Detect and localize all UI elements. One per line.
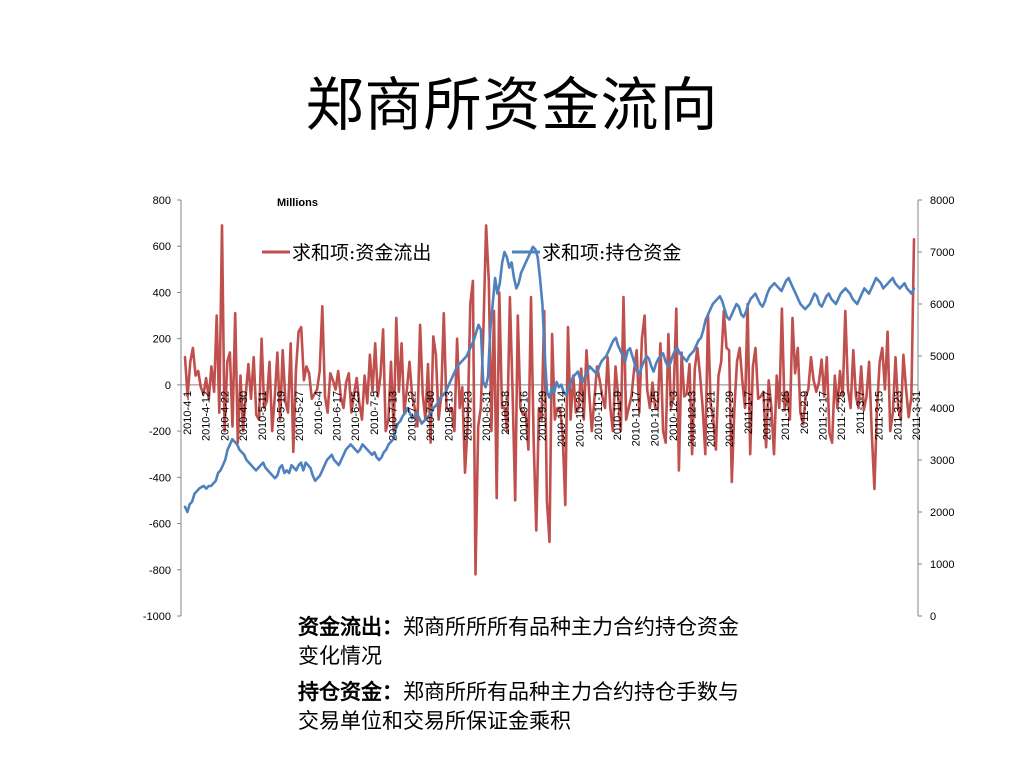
left-axis-tick-label: 0 bbox=[165, 380, 171, 392]
left-axis-tick-label: -800 bbox=[149, 565, 171, 577]
note-fund-outflow: 资金流出：郑商所所所有品种主力合约持仓资金变化情况 bbox=[298, 612, 758, 671]
note-term: 持仓资金： bbox=[298, 679, 403, 704]
x-tick-label: 2010-4-12 bbox=[201, 391, 213, 441]
right-axis-tick-label: 1000 bbox=[930, 559, 954, 571]
x-tick-label: 2010-12-13 bbox=[687, 391, 699, 447]
series-layer bbox=[183, 224, 916, 576]
axes-layer: -1000-800-600-400-2000200400600800010002… bbox=[143, 195, 955, 623]
x-tick-label: 2010-6-4 bbox=[313, 391, 325, 435]
x-tick-label: 2010-8-13 bbox=[444, 391, 456, 441]
note-text: 郑商所所所有品种主力合约持仓资金变化情况 bbox=[298, 615, 739, 668]
x-tick-label: 2011-2-17 bbox=[818, 391, 830, 440]
x-tick-label: 2010-10-22 bbox=[575, 391, 587, 447]
right-axis-tick-label: 7000 bbox=[930, 247, 954, 259]
series-line-position-funds bbox=[183, 245, 916, 514]
x-tick-label: 2011-2-9 bbox=[799, 391, 811, 434]
x-tick-label: 2010-9-8 bbox=[500, 391, 512, 435]
x-tick-label: 2010-4-1 bbox=[182, 391, 194, 435]
legend-label-fund-outflow: 求和项:资金流出 bbox=[292, 242, 431, 264]
right-axis-tick-label: 4000 bbox=[930, 403, 954, 415]
legend: 求和项:资金流出 求和项:持仓资金 bbox=[262, 242, 681, 264]
right-axis-tick-label: 0 bbox=[930, 611, 936, 623]
notes-block: 资金流出：郑商所所所有品种主力合约持仓资金变化情况 持仓资金：郑商所所有品种主力… bbox=[298, 612, 758, 742]
right-axis-tick-label: 8000 bbox=[930, 195, 954, 207]
x-tick-label: 2010-6-17 bbox=[332, 391, 344, 441]
x-tick-label: 2010-9-29 bbox=[537, 391, 549, 441]
x-tick-label: 2011-1-7 bbox=[743, 391, 755, 434]
x-tick-label: 2010-4-22 bbox=[219, 391, 231, 441]
x-tick-label: 2010-8-23 bbox=[462, 391, 474, 441]
x-tick-label: 2010-9-16 bbox=[519, 391, 531, 441]
x-tick-label: 2010-6-25 bbox=[350, 391, 362, 441]
x-tick-label: 2010-8-31 bbox=[481, 391, 493, 441]
x-tick-label: 2010-7-5 bbox=[369, 391, 381, 435]
unit-label: Millions bbox=[277, 197, 318, 209]
left-axis-tick-label: -600 bbox=[149, 519, 171, 531]
x-tick-label: 2010-11-17 bbox=[631, 391, 643, 446]
left-axis-tick-label: 600 bbox=[153, 241, 171, 253]
x-tick-label: 2010-7-13 bbox=[388, 391, 400, 441]
x-tick-label: 2011-1-25 bbox=[780, 391, 792, 440]
left-axis-tick-label: 800 bbox=[153, 195, 171, 207]
left-axis-tick-label: 400 bbox=[153, 287, 171, 299]
right-axis-tick-label: 2000 bbox=[930, 507, 954, 519]
x-tick-label: 2010-11-25 bbox=[649, 391, 661, 446]
right-axis-tick-label: 6000 bbox=[930, 299, 954, 311]
legend-label-position-funds: 求和项:持仓资金 bbox=[542, 242, 681, 264]
x-tick-label: 2010-7-22 bbox=[406, 391, 418, 441]
x-tick-label: 2011-3-15 bbox=[874, 391, 886, 440]
x-tick-label: 2011-2-25 bbox=[836, 391, 848, 440]
right-axis-tick-label: 3000 bbox=[930, 455, 954, 467]
x-tick-label: 2010-10-14 bbox=[556, 391, 568, 447]
x-tick-label: 2011-3-23 bbox=[892, 391, 904, 440]
series-line-fund-outflow bbox=[183, 224, 916, 576]
note-position-funds: 持仓资金：郑商所所有品种主力合约持仓手数与交易单位和交易所保证金乘积 bbox=[298, 677, 758, 736]
x-tick-label: 2010-11-1 bbox=[593, 391, 605, 440]
x-tick-label: 2010-11-9 bbox=[612, 391, 624, 440]
x-tick-label: 2010-5-19 bbox=[276, 391, 288, 441]
x-tick-label: 2011-3-7 bbox=[855, 391, 867, 434]
left-axis-tick-label: -400 bbox=[149, 472, 171, 484]
left-axis-tick-label: -200 bbox=[149, 426, 171, 438]
x-tick-label: 2010-4-30 bbox=[238, 391, 250, 441]
left-axis-tick-label: -1000 bbox=[143, 611, 171, 623]
right-axis-tick-label: 5000 bbox=[930, 351, 954, 363]
x-tick-label: 2010-7-30 bbox=[425, 391, 437, 441]
x-tick-label: 2010-5-11 bbox=[257, 391, 269, 440]
x-tick-label: 2011-3-31 bbox=[911, 391, 923, 440]
x-tick-label: 2011-1-17 bbox=[762, 391, 774, 440]
note-term: 资金流出： bbox=[298, 614, 403, 639]
x-tick-label: 2010-5-27 bbox=[294, 391, 306, 441]
x-tick-labels: 2010-4-1 2010-4-12 2010-4-22 2010-4-30 2010-… bbox=[182, 391, 923, 447]
x-tick-label: 2010-12-21 bbox=[705, 391, 717, 447]
left-axis-tick-label: 200 bbox=[153, 334, 171, 346]
note-text: 郑商所所有品种主力合约持仓手数与交易单位和交易所保证金乘积 bbox=[298, 680, 739, 733]
slide-title: 郑商所资金流向 bbox=[305, 71, 719, 139]
x-tick-label: 2010-12-29 bbox=[724, 391, 736, 447]
x-tick-label: 2010-12-3 bbox=[668, 391, 680, 441]
